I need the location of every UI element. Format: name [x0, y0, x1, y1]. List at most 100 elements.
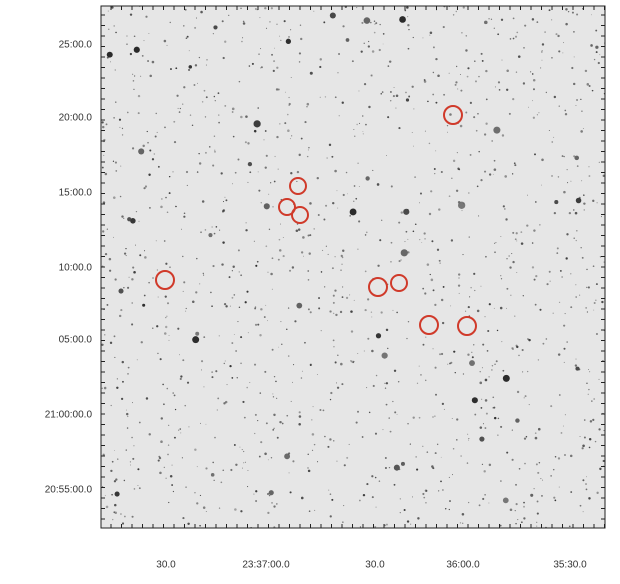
star [435, 367, 437, 369]
star [480, 179, 482, 181]
star [171, 484, 173, 486]
star [299, 52, 301, 54]
star [386, 329, 388, 331]
star [321, 330, 322, 331]
star [264, 7, 266, 9]
star [580, 436, 581, 437]
star [480, 371, 481, 372]
star [536, 522, 537, 523]
star [509, 113, 511, 115]
star [242, 449, 243, 450]
star [320, 97, 321, 98]
star [363, 133, 364, 134]
star [592, 90, 594, 92]
star [255, 414, 257, 416]
star [536, 526, 537, 527]
star [429, 143, 431, 145]
star [372, 50, 375, 53]
star [503, 497, 509, 503]
star [288, 452, 290, 454]
star [301, 251, 303, 253]
star [540, 67, 541, 68]
star [515, 523, 517, 525]
star [237, 158, 239, 160]
star [357, 163, 358, 164]
star [497, 330, 498, 331]
star [558, 176, 559, 177]
star [550, 405, 552, 407]
star [576, 240, 577, 241]
star [554, 499, 556, 501]
star [281, 344, 282, 345]
star [167, 302, 169, 304]
star [195, 64, 197, 66]
star [453, 351, 455, 353]
star [268, 194, 269, 195]
star [494, 308, 495, 309]
star [131, 278, 133, 280]
star [127, 416, 128, 417]
star [500, 236, 501, 237]
star [202, 200, 205, 203]
star [291, 401, 292, 402]
star [260, 441, 262, 443]
star [121, 398, 123, 400]
star [322, 250, 323, 251]
star [157, 132, 158, 133]
star [307, 156, 308, 157]
star [299, 415, 302, 418]
star [237, 377, 238, 378]
star [563, 42, 564, 43]
star [130, 13, 132, 15]
star [212, 265, 214, 267]
star [419, 417, 421, 419]
star [269, 490, 274, 495]
star [183, 25, 184, 26]
star [216, 226, 218, 228]
star [212, 462, 214, 464]
star [154, 154, 155, 155]
star [516, 345, 518, 347]
star [232, 111, 234, 113]
star [312, 450, 313, 451]
star [535, 201, 537, 203]
star [340, 311, 342, 313]
star [498, 81, 500, 83]
star [273, 70, 275, 72]
star [361, 51, 363, 53]
star [356, 7, 357, 8]
star [328, 490, 329, 491]
star [302, 236, 305, 239]
star [308, 235, 310, 237]
star [390, 431, 392, 433]
star [465, 49, 467, 51]
star [559, 106, 560, 107]
star [595, 300, 596, 301]
star [312, 433, 315, 436]
star [239, 447, 240, 448]
star [565, 257, 567, 259]
star [212, 226, 213, 227]
star [203, 386, 204, 387]
star [165, 197, 167, 199]
star [515, 418, 519, 422]
star [575, 105, 576, 106]
star [301, 138, 303, 140]
star [596, 51, 598, 53]
star [570, 455, 573, 458]
star [164, 240, 166, 242]
star [254, 241, 255, 242]
star [587, 83, 590, 86]
star [570, 181, 571, 182]
star [415, 223, 417, 225]
star [122, 361, 124, 363]
star [319, 66, 321, 68]
star [395, 108, 396, 109]
star [186, 37, 188, 39]
star [127, 287, 129, 289]
star [565, 414, 566, 415]
star [255, 490, 257, 492]
star [370, 74, 372, 76]
star [532, 266, 534, 268]
star [452, 474, 453, 475]
